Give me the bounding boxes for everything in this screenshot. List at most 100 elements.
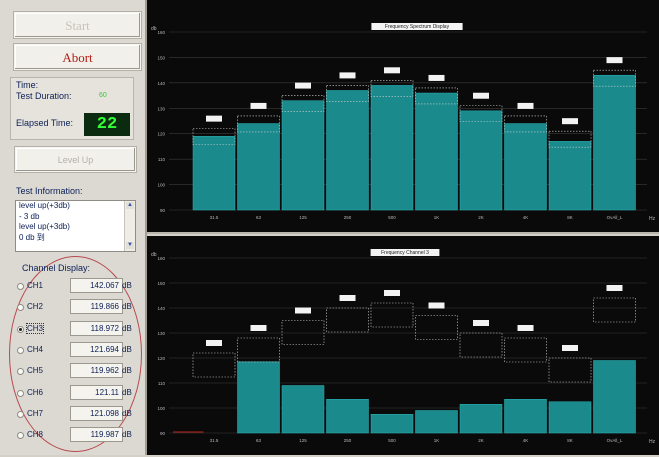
channel-row-ch6[interactable]: CH6 121.11 dB [15,384,135,403]
x-tick-label: 1K [434,438,440,443]
channel-row-ch7[interactable]: CH7 121.098 dB [15,405,135,424]
channel-row-ch1[interactable]: CH1 142.067 dB [15,278,135,296]
channel-radio[interactable] [17,346,24,354]
channel-value: 119.987 [70,427,123,443]
channel-row-ch2[interactable]: CH2 119.866 dB [15,299,135,317]
test-information-list[interactable]: level up(+3db) - 3 db level up(+3db) 0 d… [15,200,136,252]
y-tick-label: 150 [157,55,165,60]
channel-row-ch3[interactable]: CH3 118.972 dB [15,320,135,339]
abort-button[interactable]: Abort [14,44,141,70]
y-tick-label: 120 [157,356,165,361]
bar [548,401,592,434]
level-up-button[interactable]: Level Up [15,147,136,172]
level-tag [206,115,222,122]
channel-name: CH5 [27,366,44,376]
scroll-up-icon[interactable]: ▲ [126,202,134,209]
level-tag [339,295,356,301]
channel-value: 142.067 [70,278,123,293]
channel-radio[interactable] [17,283,24,290]
x-tick-label: 125 [299,438,307,443]
channel-unit: dB [122,387,132,397]
bar [281,100,325,211]
level-tag [428,302,445,309]
target-box [326,307,369,333]
channel-unit: dB [122,430,132,440]
channel-name: CH7 [27,408,44,418]
scroll-down-icon[interactable]: ▼ [126,242,134,249]
x-tick-label: 125 [299,215,307,220]
chart-title: Frequency Spectrum Display [385,24,450,30]
channel-display-title: Channel Display: [22,263,91,273]
bar [237,123,280,211]
x-tick-label: 2K [478,438,484,443]
target-box [237,115,280,133]
x-tick-label: 8K [567,438,573,443]
y-tick-label: 100 [157,183,165,188]
channel-radio[interactable] [17,325,24,333]
channel-name: CH2 [27,302,44,312]
bar [415,410,458,434]
x-tick-label: 500 [388,438,396,443]
channel-value: 121.098 [70,405,123,421]
bar [548,141,592,211]
channel-radio[interactable] [17,389,24,397]
channel-row-ch5[interactable]: CH5 119.962 dB [15,363,135,381]
start-button[interactable]: Start [14,12,141,38]
bar [459,404,503,434]
channel-value: 118.972 [70,320,123,336]
bar [459,110,503,211]
test-duration-value: 60 [99,92,107,99]
bar [370,85,414,211]
target-box [326,85,369,102]
level-tag [295,82,311,89]
channel-chart-panel: 90 100 110 120 130 140 150 160 db Hz Frequency Cha… [147,236,659,455]
bar [593,360,636,434]
channel-unit: dB [122,281,132,290]
x-tick-label: 500 [388,215,396,220]
channel-unit: dB [122,344,132,354]
channel-row-ch4[interactable]: CH4 121.694 dB [15,341,135,360]
spectrum-chart-panel: 90 100 110 120 130 140 150 160 db Hz Frequency Spe… [147,0,659,234]
target-box [281,95,325,112]
target-box [459,105,503,123]
level-tag [250,325,267,331]
channel-unit: dB [122,302,132,312]
channel-value: 121.694 [70,341,123,357]
y-tick-label: 160 [157,30,165,35]
level-tag [473,92,489,99]
channel-radio[interactable] [17,410,24,418]
target-box [192,128,236,145]
channel-unit: dB [122,323,132,333]
panel-divider [145,0,147,455]
channel-name: CH6 [27,387,44,397]
channel-radio[interactable] [17,432,24,440]
y-tick-label: 140 [157,306,165,311]
test-info-scrollbar[interactable]: ▲ ▼ [124,201,135,251]
x-axis-label: Hz [649,216,656,222]
target-box [548,357,592,383]
y-tick-label: 110 [158,381,166,386]
channel-radio[interactable] [17,368,24,376]
channel-display-highlight [9,256,142,452]
level-tag [562,345,578,351]
channel-row-ch8[interactable]: CH8 119.987 dB [15,427,135,445]
y-tick-label: 90 [160,208,166,213]
target-box [192,352,236,378]
test-information-title: Test Information: [16,186,83,196]
level-tag [384,67,400,74]
channel-unit: dB [122,408,132,418]
chart-title-box [370,249,440,256]
bar [504,399,547,434]
channel-name: CH3 [25,322,45,334]
level-tag [295,307,311,314]
channel-radio[interactable] [17,304,24,312]
x-axis-label: Hz [649,439,656,445]
level-tag [517,325,534,331]
level-tag [473,320,489,326]
test-info-line: 0 db 到 [19,232,45,242]
x-tick-label: 63 [256,438,262,443]
x-tick-label: 1K [434,215,440,220]
chart-title: Frequency Channel 3 [381,250,429,256]
